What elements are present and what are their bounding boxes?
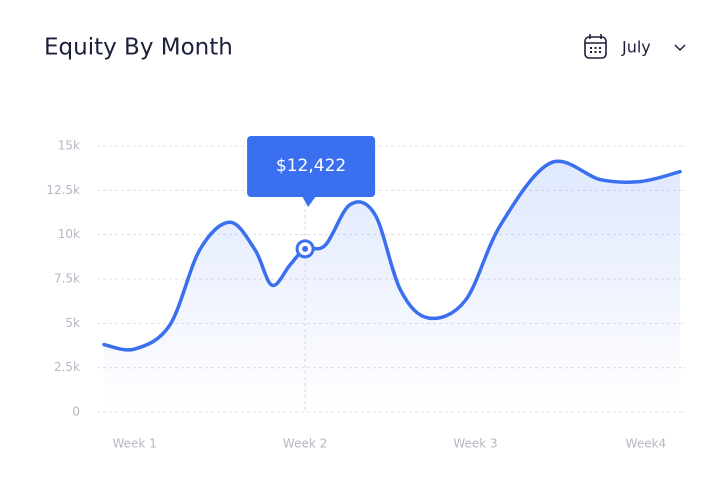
y-tick-label: 5k [65, 316, 80, 330]
calendar-icon [584, 34, 607, 59]
y-tick-label: 0 [72, 405, 80, 419]
y-tick-label: 12.5k [46, 183, 80, 197]
month-dropdown[interactable]: July [584, 34, 686, 59]
x-tick-label: Week 3 [453, 437, 497, 451]
calendar-dots [590, 47, 601, 53]
chart-title: Equity By Month [44, 35, 233, 61]
x-tick-label: Week 2 [283, 437, 327, 451]
y-tick-label: 2.5k [54, 360, 80, 374]
x-tick-label: Week 1 [113, 437, 157, 451]
dropdown-label: July [621, 38, 651, 57]
tooltip-box [247, 136, 376, 197]
chevron [674, 44, 686, 52]
y-tick-label: 10k [58, 227, 80, 241]
tooltip-text: $12,422 [276, 156, 346, 176]
x-tick-label: Week4 [626, 437, 667, 451]
y-tick-label: 15k [58, 139, 80, 153]
y-tick-label: 7.5k [54, 272, 80, 286]
tooltip-pointer [302, 196, 317, 207]
point-dot [302, 245, 309, 252]
line [102, 159, 682, 352]
area [104, 161, 680, 412]
plot: 0 2.5k 5k 7.5k 10k 12.5k 15k Week 1 Week 2 Week 3… [46, 136, 686, 451]
